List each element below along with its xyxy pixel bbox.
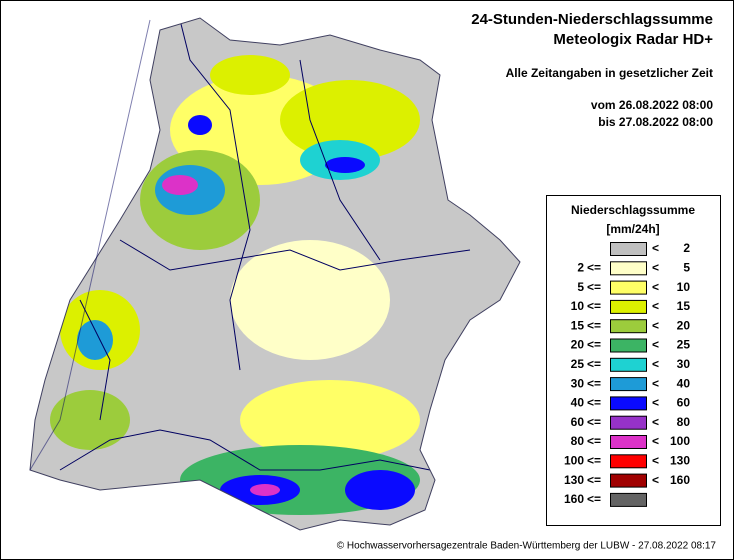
legend-to-op: < — [652, 280, 659, 294]
legend-from: 80 — [571, 434, 585, 448]
legend-from-op: <= — [587, 338, 601, 352]
legend-to: 30 — [677, 357, 691, 371]
legend-to-op: < — [652, 396, 659, 410]
legend-to: 10 — [677, 280, 691, 294]
legend-from: 25 — [571, 357, 585, 371]
legend-from-op: <= — [587, 434, 601, 448]
legend-unit: [mm/24h] — [606, 222, 659, 236]
legend-from-op: <= — [587, 473, 601, 487]
legend-to: 100 — [670, 434, 690, 448]
time-note: Alle Zeitangaben in gesetzlicher Zeit — [506, 66, 713, 80]
legend-to-op: < — [652, 453, 659, 467]
legend-to: 60 — [677, 396, 691, 410]
legend-to-op: < — [652, 338, 659, 352]
legend-to-op: < — [652, 415, 659, 429]
legend-from-op: <= — [587, 415, 601, 429]
legend-from: 30 — [571, 376, 585, 390]
legend-to: 40 — [677, 376, 691, 390]
legend-swatch — [610, 319, 647, 334]
legend-from-op: <= — [587, 396, 601, 410]
legend-to-op: < — [652, 376, 659, 390]
legend-swatch — [610, 396, 647, 411]
legend-to-op: < — [652, 473, 659, 487]
legend-from: 10 — [571, 299, 585, 313]
legend-swatch — [610, 242, 647, 256]
date-from: vom 26.08.2022 08:00 — [591, 98, 713, 112]
legend-to-op: < — [652, 241, 659, 255]
legend-to: 130 — [670, 453, 690, 467]
legend-from-op: <= — [587, 299, 601, 313]
legend-to-op: < — [652, 299, 659, 313]
legend-from-op: <= — [587, 376, 601, 390]
legend-to: 15 — [677, 299, 691, 313]
legend-from: 15 — [571, 318, 585, 332]
subtitle: Meteologix Radar HD+ — [553, 31, 713, 48]
legend-from: 100 — [564, 453, 584, 467]
legend-swatch — [610, 415, 647, 430]
legend-to: 25 — [677, 338, 691, 352]
legend-from-op: <= — [587, 357, 601, 371]
legend-swatch — [610, 435, 647, 449]
legend-from: 160 — [564, 492, 584, 506]
legend-from: 20 — [571, 338, 585, 352]
legend-from: 130 — [564, 473, 584, 487]
legend-to-op: < — [652, 434, 659, 448]
legend-from-op: <= — [587, 318, 601, 332]
legend-swatch — [610, 280, 647, 295]
legend-swatch — [610, 338, 647, 353]
legend-swatch — [610, 454, 647, 469]
legend-to-op: < — [652, 260, 659, 274]
legend-swatch — [610, 492, 647, 507]
legend-from: 60 — [571, 415, 585, 429]
legend-from: 40 — [571, 396, 585, 410]
legend-swatch — [610, 261, 647, 276]
legend-swatch — [610, 473, 647, 488]
legend-from-op: <= — [587, 260, 601, 274]
legend-to: 20 — [677, 318, 691, 332]
legend-to-op: < — [652, 318, 659, 332]
legend-from-op: <= — [587, 453, 601, 467]
legend-swatch — [610, 357, 647, 372]
legend-from-op: <= — [587, 492, 601, 506]
legend-swatch — [610, 377, 647, 392]
legend-to: 80 — [677, 415, 691, 429]
legend-from: 5 — [577, 280, 584, 294]
legend-from: 2 — [577, 260, 584, 274]
legend-to-op: < — [652, 357, 659, 371]
legend-to: 2 — [683, 241, 690, 255]
copyright: © Hochwasservorhersagezentrale Baden-Wür… — [337, 541, 717, 552]
legend-swatch — [610, 299, 647, 314]
legend-to: 5 — [683, 260, 690, 274]
date-to: bis 27.08.2022 08:00 — [598, 115, 713, 129]
title: 24-Stunden-Niederschlagssumme — [471, 11, 713, 28]
legend-to: 160 — [670, 473, 690, 487]
legend-from-op: <= — [587, 280, 601, 294]
legend-title: Niederschlagssumme — [571, 203, 695, 217]
